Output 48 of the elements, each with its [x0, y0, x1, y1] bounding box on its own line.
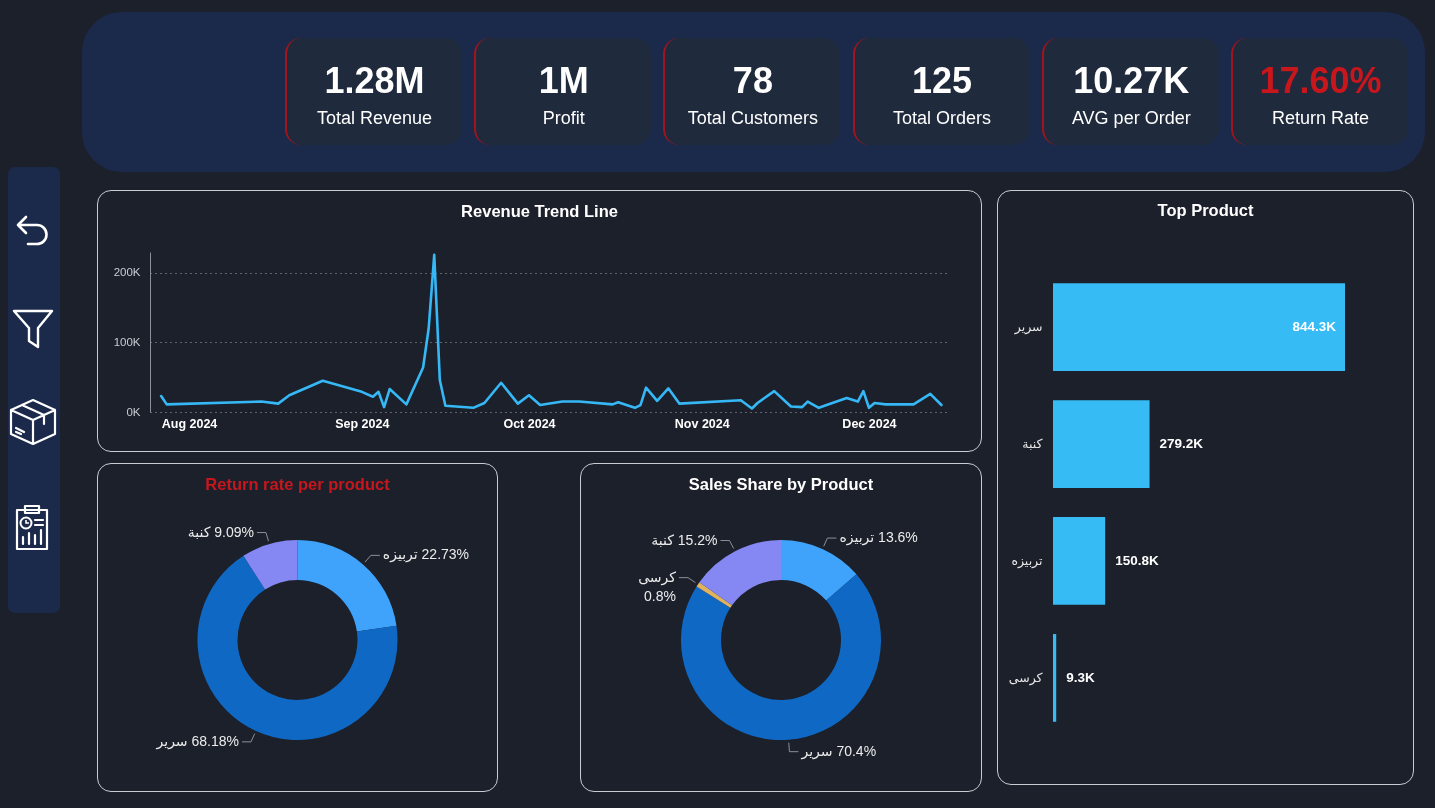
bar [1053, 283, 1345, 371]
kpi-card: 125 Total Orders [852, 38, 1030, 145]
data-label: 0.8% [644, 587, 676, 604]
x-tick-label: Aug 2024 [161, 416, 218, 431]
category-label: Profit [541, 107, 586, 129]
slice-label: تربيزه 13.6% [839, 529, 918, 547]
slice-label: كرسى [638, 568, 677, 586]
kpi-card: 1M Profit [474, 38, 652, 145]
y-tick-label: كنبة [1022, 437, 1043, 452]
x-tick-label: Oct 2024 [503, 416, 556, 431]
y-tick-label: 0K [126, 405, 141, 418]
donut-slice [681, 574, 881, 740]
data-label: 9.3K [1066, 669, 1095, 685]
kpi-card: 17.60% Return Rate [1231, 38, 1408, 145]
category-label: Total Orders [892, 107, 993, 129]
donut-slice [696, 582, 733, 608]
slice-label: كنبة 9.09% [187, 523, 254, 540]
y-tick-label: 200K [113, 266, 141, 279]
category-label: Total Revenue [315, 107, 434, 129]
y-tick-label: 100K [113, 335, 141, 348]
chart-title: Revenue Trend Line [461, 201, 618, 220]
kpi-card: 10.27K AVG per Order [1041, 38, 1219, 145]
kpi-card: 1.28M Total Revenue [285, 38, 462, 145]
slice-label: تربيزه 22.73% [382, 546, 470, 564]
data-label: 279.2K [1159, 436, 1204, 452]
y-tick-label: تربيزه [1011, 553, 1044, 569]
slice-label: كنبة 15.2% [651, 531, 718, 548]
category-label: Return Rate [1270, 107, 1371, 129]
slice-label: سرير 70.4% [800, 742, 877, 760]
line-series [159, 253, 943, 410]
y-tick-label: سرير [1013, 320, 1043, 336]
chart-title: Sales Share by Product [688, 474, 874, 493]
category-label: Total Customers [686, 107, 819, 129]
bar [1053, 517, 1106, 605]
chart-title: Return rate per product [205, 474, 391, 493]
category-label: AVG per Order [1070, 107, 1192, 129]
x-tick-label: Sep 2024 [335, 416, 390, 431]
chart-title: Top Product [1157, 200, 1254, 219]
bar [1053, 634, 1057, 722]
kpi-card: 78 Total Customers [663, 38, 841, 145]
bar [1053, 400, 1150, 488]
x-tick-label: Dec 2024 [842, 416, 897, 431]
data-label: 150.8K [1115, 552, 1159, 568]
data-label: 844.3K [1292, 319, 1337, 335]
y-tick-label: كرسى [1008, 670, 1043, 686]
x-tick-label: Nov 2024 [674, 416, 730, 431]
slice-label: سرير 68.18% [155, 732, 239, 750]
donut-slice [243, 540, 298, 590]
